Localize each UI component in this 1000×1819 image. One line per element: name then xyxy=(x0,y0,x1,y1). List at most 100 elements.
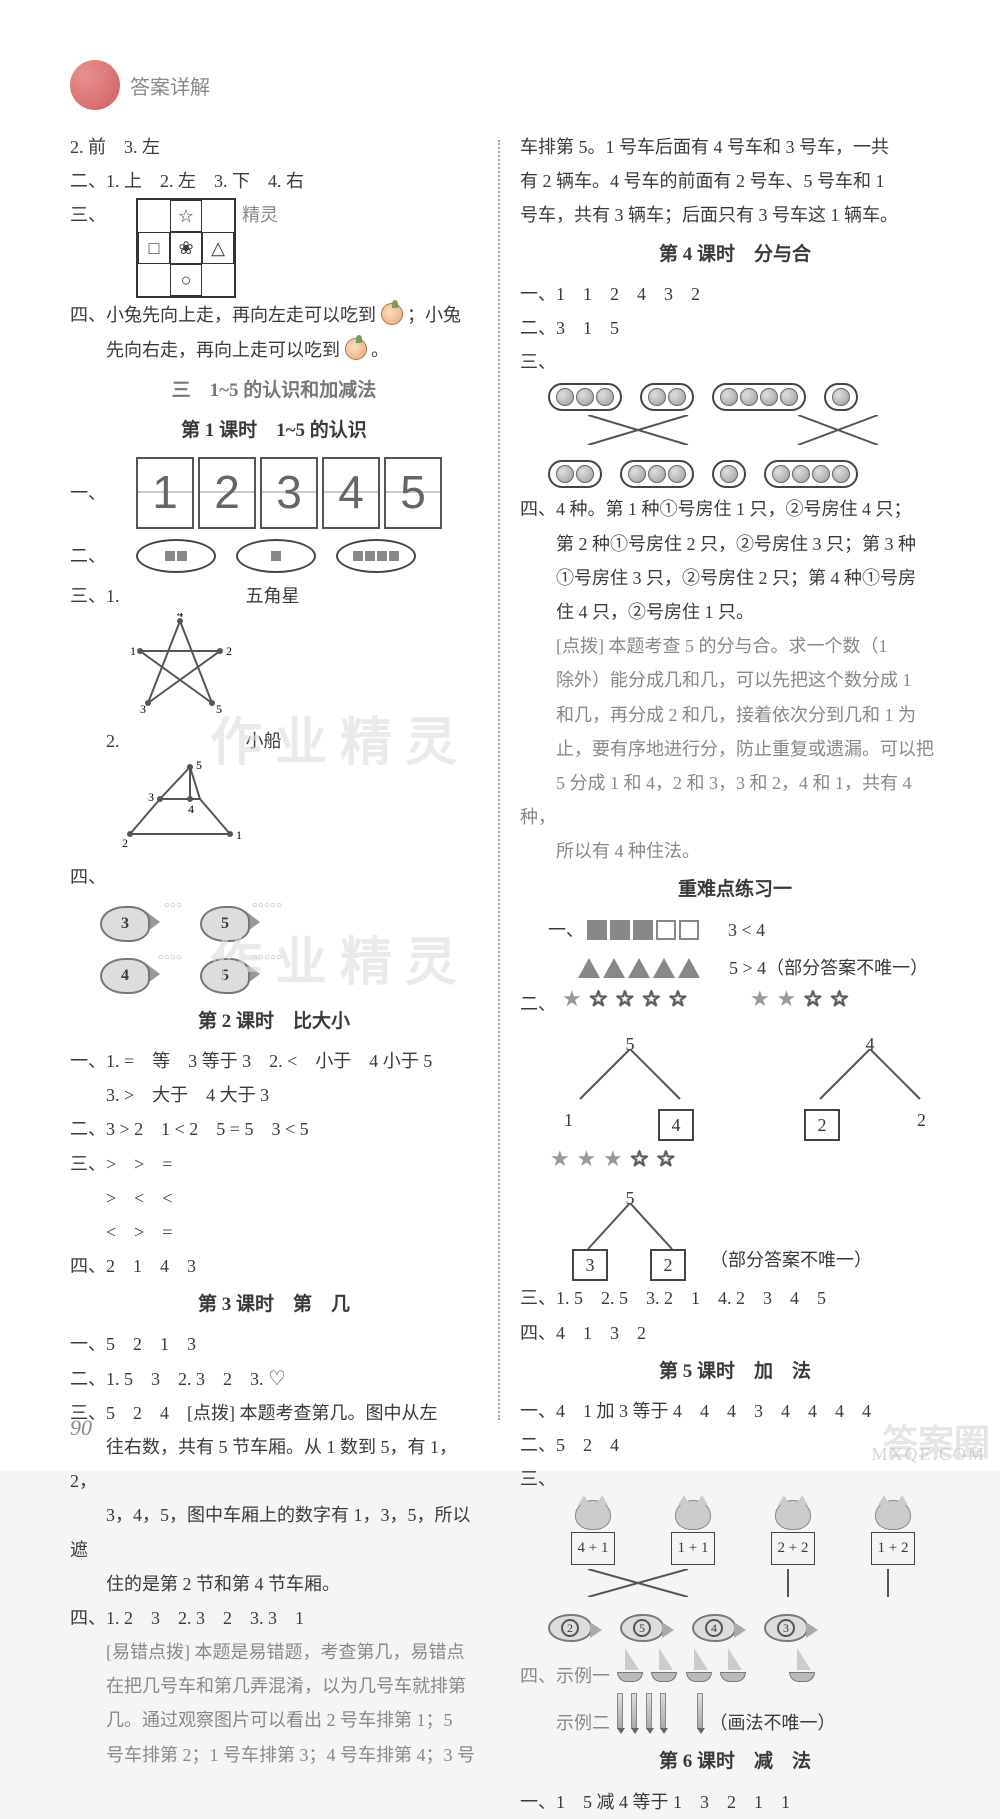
apple-icon xyxy=(345,338,367,360)
star-icon xyxy=(630,1148,652,1170)
lesson-title: 第 2 课时 比大小 xyxy=(70,1004,478,1040)
section-title: 三 1~5 的认识和加减法 xyxy=(70,373,478,409)
shape-row: 5 > 4（部分答案不唯一） xyxy=(578,951,950,985)
column-divider xyxy=(498,140,500,1420)
text: 住 4 只，②号房住 1 只。 xyxy=(520,595,950,629)
svg-text:2: 2 xyxy=(122,836,128,849)
tree-box: 3 xyxy=(572,1249,608,1281)
triangle-icon xyxy=(578,958,600,978)
sailboat-icon xyxy=(615,1648,645,1682)
cat-label: 2 + 2 xyxy=(771,1532,816,1565)
stamp: 精灵 xyxy=(242,198,278,232)
star-icon xyxy=(750,988,772,1010)
fish-icon: 3 xyxy=(764,1610,824,1646)
fish-row: 2 5 4 3 xyxy=(548,1610,950,1646)
square-icon xyxy=(587,920,607,940)
fish-icon: 5 ○○○○○ xyxy=(200,952,270,998)
page: 答案详解 2. 前 3. 左 二、1. 上 2. 左 3. 下 4. 右 三、 … xyxy=(0,0,1000,1471)
tree-box: 4 xyxy=(658,1109,694,1141)
cell: ☆ xyxy=(170,200,202,232)
svg-text:4: 4 xyxy=(177,613,183,620)
text: 四、4 1 3 2 xyxy=(520,1316,950,1350)
text: 四、示例一 xyxy=(520,1666,610,1686)
cell: ❀ xyxy=(170,232,202,264)
text: > < < xyxy=(70,1181,478,1215)
pill xyxy=(548,383,622,411)
text: 3，4，5，图中车厢上的数字有 1，3，5，所以遮 xyxy=(70,1498,478,1566)
label: 三、 xyxy=(520,345,950,379)
match-lines xyxy=(548,1569,948,1597)
text: [易错点拨] 本题是易错题，考查第几，易错点 xyxy=(70,1635,478,1669)
pill xyxy=(764,460,858,488)
text: [点拨] 本题考查 5 的分与合。求一个数（1 xyxy=(520,629,950,663)
text: 一、5 2 1 3 xyxy=(70,1327,478,1361)
star-icon xyxy=(668,988,690,1010)
square-icon xyxy=(610,920,630,940)
tree-box: 2 xyxy=(650,1249,686,1281)
sailboat-icon xyxy=(649,1648,679,1682)
tree-value: 1 xyxy=(564,1103,573,1137)
text: 在把几号车和第几弄混淆，以为几号车就排第 xyxy=(70,1669,478,1703)
text: 住的是第 2 节和第 4 节车厢。 xyxy=(70,1567,478,1601)
text: 示例二 xyxy=(520,1713,610,1733)
split-tree: 5 3 2 （部分答案不唯一） xyxy=(550,1181,710,1281)
page-title: 答案详解 xyxy=(130,71,210,100)
lesson-title: 重难点练习一 xyxy=(520,872,950,908)
boat-diagram: 5 3 4 2 1 xyxy=(120,759,260,849)
text: 三、> > = xyxy=(70,1147,478,1181)
fish-icon: 4 ○○○○ xyxy=(100,952,170,998)
number-box: 5 xyxy=(384,457,442,529)
text: 止，要有序地进行分，防止重复或遗漏。可以把 xyxy=(520,732,950,766)
text: 四、小兔先向上走，再向左走可以吃到 ；小兔 xyxy=(70,298,478,332)
cat-row: 4 + 1 1 + 1 2 + 2 1 + 2 xyxy=(548,1500,950,1565)
text: < > = xyxy=(70,1215,478,1249)
text: 3 < 4 xyxy=(710,913,765,947)
tree-value: 2 xyxy=(917,1103,926,1137)
cell: △ xyxy=(202,232,234,264)
text: 第 2 种①号房住 2 只，②号房住 3 只；第 3 种 xyxy=(520,527,950,561)
pencil-icon xyxy=(646,1693,652,1729)
lesson-title: 第 1 课时 1~5 的认识 xyxy=(70,413,478,449)
triangle-icon xyxy=(653,958,675,978)
cat-icon: 1 + 2 xyxy=(848,1500,938,1565)
label: 一、 xyxy=(70,476,106,510)
number-box: 3 xyxy=(260,457,318,529)
star-group xyxy=(750,987,852,1021)
square-icon xyxy=(656,920,676,940)
label: 二、 xyxy=(520,987,556,1021)
triangle-icon xyxy=(678,958,700,978)
text: （画法不唯一） xyxy=(710,1713,836,1733)
pill-row xyxy=(548,383,950,411)
split-tree: 4 2 2 xyxy=(790,1027,950,1137)
fish-number: 3 xyxy=(100,906,150,942)
svg-text:4: 4 xyxy=(188,802,194,816)
fish-icon: 5 ○○○○○ xyxy=(200,900,270,946)
match-lines xyxy=(548,415,908,445)
cat-label: 1 + 2 xyxy=(871,1532,916,1565)
svg-text:3: 3 xyxy=(140,702,146,713)
page-number: 90 xyxy=(70,1415,92,1441)
text: 二、1. 上 2. 左 3. 下 4. 右 xyxy=(70,164,478,198)
text: 示例二 （画法不唯一） xyxy=(520,1693,950,1740)
sailboat-icon xyxy=(684,1648,714,1682)
star-icon xyxy=(589,988,611,1010)
text: 号车，共有 3 辆车；后面只有 3 号车这 1 辆车。 xyxy=(520,198,950,232)
text: 一、1. = 等 3 等于 3 2. < 小于 4 小于 5 xyxy=(70,1044,478,1078)
label: 三、 xyxy=(70,198,106,232)
sailboat-icon xyxy=(718,1648,748,1682)
pencil-icon xyxy=(697,1693,703,1729)
text: 四、4 种。第 1 种①号房住 1 只，②号房住 4 只； xyxy=(520,492,950,526)
text: 二、1. 5 3 2. 3 2 3. xyxy=(70,1369,268,1389)
lesson-title: 第 6 课时 减 法 xyxy=(520,1744,950,1780)
text: 5 > 4（部分答案不唯一） xyxy=(711,951,928,985)
left-column: 2. 前 3. 左 二、1. 上 2. 左 3. 下 4. 右 三、 ☆ □ ❀… xyxy=(70,130,478,1430)
content-columns: 2. 前 3. 左 二、1. 上 2. 左 3. 下 4. 右 三、 ☆ □ ❀… xyxy=(70,130,950,1430)
cell: □ xyxy=(138,232,170,264)
star-icon xyxy=(603,1148,625,1170)
fish-row: 4 ○○○○ 5 ○○○○○ xyxy=(100,952,478,998)
pill-row xyxy=(548,460,950,488)
star-icon xyxy=(577,1148,599,1170)
star-group xyxy=(562,987,690,1021)
star-icon xyxy=(777,988,799,1010)
pencil-icon xyxy=(617,1693,623,1729)
